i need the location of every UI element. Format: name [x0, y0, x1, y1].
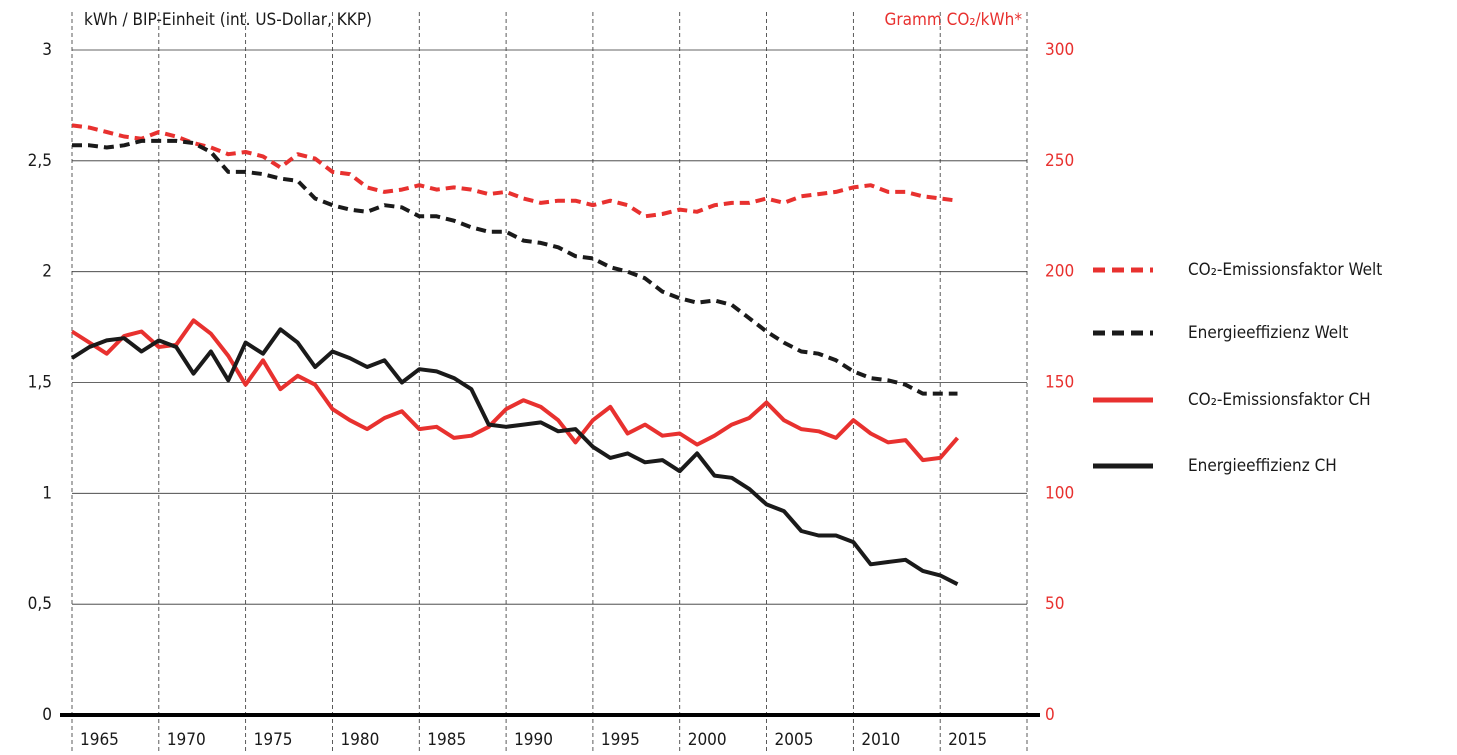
y2-tick-label: 250: [1045, 151, 1074, 171]
y-tick-label: 0,5: [28, 594, 52, 614]
series-line: [72, 138, 958, 396]
legend-label: Energieeffizienz Welt: [1188, 323, 1348, 343]
x-tick-label: 1995: [601, 730, 640, 750]
legend-label: Energieeffizienz CH: [1188, 456, 1337, 476]
series-line: [71, 123, 958, 219]
x-tick-label: 2015: [948, 730, 987, 750]
y2-tick-label: 0: [1045, 705, 1055, 725]
y2-tick-label: 50: [1045, 594, 1064, 614]
y2-tick-label: 100: [1045, 483, 1074, 503]
y2-tick-label: 300: [1045, 40, 1074, 60]
y-tick-label: 2: [42, 262, 52, 282]
x-tick-label: 1990: [514, 730, 553, 750]
legend-label: CO₂-Emissionsfaktor Welt: [1188, 260, 1382, 280]
x-tick-label: 1975: [254, 730, 293, 750]
x-tick-label: 1965: [80, 730, 119, 750]
x-tick-label: 2005: [775, 730, 814, 750]
y-tick-label: 0: [42, 705, 52, 725]
y2-tick-label: 150: [1045, 373, 1074, 393]
y-tick-label: 2,5: [28, 151, 52, 171]
y-tick-label: 3: [42, 40, 52, 60]
x-tick-label: 1985: [427, 730, 466, 750]
x-tick-label: 2010: [861, 730, 900, 750]
x-tick-label: 1980: [340, 730, 379, 750]
legend-label: CO₂-Emissionsfaktor CH: [1188, 390, 1371, 410]
y-tick-label: 1,5: [28, 373, 52, 393]
series-line: [70, 318, 960, 463]
y-axis-title: kWh / BIP-Einheit (int. US-Dollar, KKP): [84, 10, 372, 30]
y2-tick-label: 200: [1045, 262, 1074, 282]
y2-axis-title: Gramm CO₂/kWh*: [885, 10, 1023, 30]
x-tick-label: 1970: [167, 730, 206, 750]
y-tick-label: 1: [42, 483, 52, 503]
series-line: [70, 327, 959, 586]
x-tick-label: 2000: [688, 730, 727, 750]
